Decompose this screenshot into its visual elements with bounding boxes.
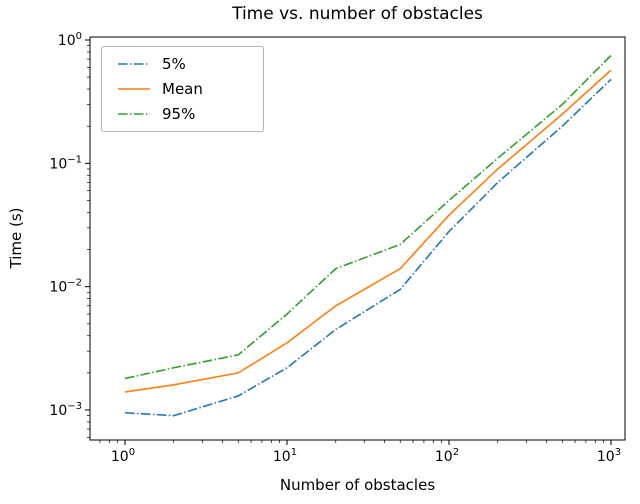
legend-line-sample-mean [118,88,150,90]
svg-text:102: 102 [435,447,459,465]
legend-line-sample-p95 [118,113,150,115]
svg-text:100: 100 [111,447,135,465]
legend-line-sample-p5 [118,63,150,65]
svg-text:100: 100 [58,31,82,49]
legend-item-mean: Mean [116,81,249,97]
legend-item-p5: 5% [116,56,249,72]
svg-text:103: 103 [597,447,621,465]
legend-label-mean: Mean [162,80,203,98]
y-axis-label: Time (s) [7,207,25,269]
legend-item-p95: 95% [116,106,249,122]
legend-label-p95: 95% [162,105,196,123]
x-axis-label: Number of obstacles [279,476,436,494]
chart-title: Time vs. number of obstacles [232,4,483,24]
legend: 5% Mean 95% [101,46,264,132]
svg-text:101: 101 [273,447,297,465]
legend-label-p5: 5% [162,55,186,73]
svg-text:10−2: 10−2 [49,278,82,296]
svg-text:10−3: 10−3 [49,401,82,419]
svg-text:10−1: 10−1 [49,154,82,172]
